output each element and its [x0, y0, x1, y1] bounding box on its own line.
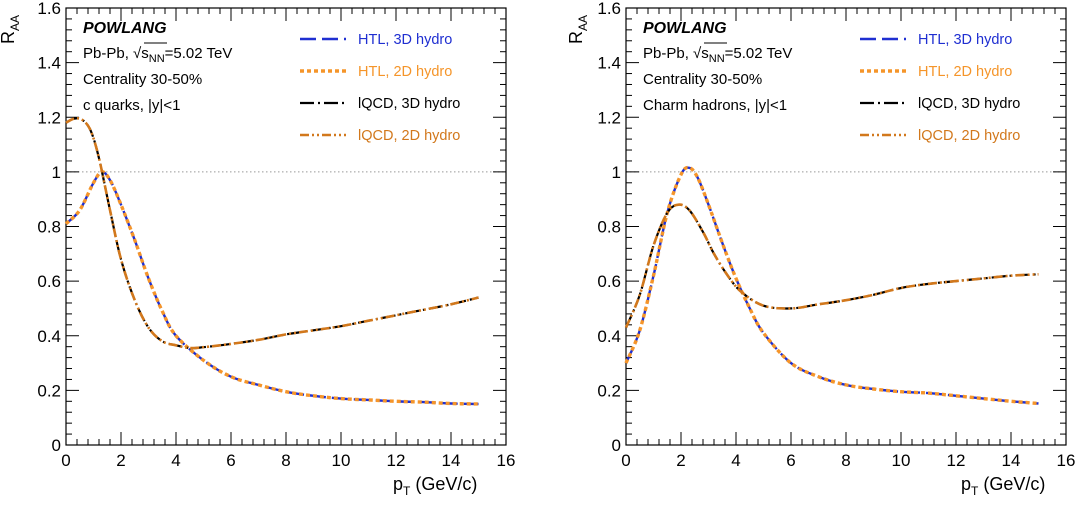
series-line-1 — [65, 170, 479, 406]
x-tick-label: 6 — [786, 451, 795, 470]
legend-label-lqcd-3d: lQCD, 3D hydro — [358, 96, 460, 112]
y-tick-label: 0.6 — [597, 272, 621, 291]
y-axis-title: RAA — [566, 15, 590, 44]
x-tick-label: 14 — [442, 451, 461, 470]
chart-panel-left: 0 2 4 6 8 10 12 14 16 0 0.2 0.4 0.6 0.8 1 1.2 1.4 1.6 RAA… — [0, 0, 515, 498]
x-tick-label: 2 — [116, 451, 125, 470]
y-axis-title: RAA — [0, 15, 22, 44]
brand-label: POWLANG — [643, 20, 727, 37]
x-tick-label: 14 — [1002, 451, 1021, 470]
legend-label-htl-3d: HTL, 3D hydro — [358, 32, 452, 48]
series-line-1 — [624, 166, 1039, 405]
y-tick-label: 1.2 — [597, 108, 621, 127]
collision-system-label: Pb-Pb, √sNN=5.02 TeV — [643, 45, 792, 65]
legend: HTL, 3D hydro HTL, 2D hydro lQCD, 3D hyd… — [300, 32, 460, 144]
y-tick-label: 1.6 — [597, 0, 621, 18]
brand-label: POWLANG — [83, 20, 167, 37]
y-tick-label: 1.2 — [37, 108, 61, 127]
y-tick-label: 0.4 — [597, 327, 621, 346]
y-tick-label: 0 — [612, 436, 621, 455]
series-line-3 — [624, 203, 1039, 329]
x-tick-label: 2 — [676, 451, 685, 470]
species-label: Charm hadrons, |y|<1 — [643, 97, 787, 114]
series-line-3 — [65, 117, 479, 350]
legend-label-lqcd-2d: lQCD, 2D hydro — [358, 128, 460, 144]
x-tick-label: 12 — [387, 451, 406, 470]
x-axis-title: pT (GeV/c) — [393, 474, 477, 498]
plot-area: 0 2 4 6 8 10 12 14 16 0 0.2 0.4 0.6 0.8 1 1.2 1.4 1.6 — [37, 0, 515, 470]
x-tick-label: 10 — [332, 451, 351, 470]
y-tick-label: 0.8 — [597, 218, 621, 237]
x-tick-label: 6 — [226, 451, 235, 470]
legend-label-htl-2d: HTL, 2D hydro — [358, 64, 452, 80]
x-tick-label: 4 — [731, 451, 740, 470]
x-axis-title: pT (GeV/c) — [961, 474, 1045, 498]
species-label: c quarks, |y|<1 — [83, 97, 180, 114]
chart-panel-right: 0 2 4 6 8 10 12 14 16 0 0.2 0.4 0.6 0.8 1 1.2 1.4 1.6 RAA… — [566, 0, 1075, 498]
y-tick-label: 0 — [52, 436, 61, 455]
y-tick-label: 1.4 — [597, 54, 621, 73]
collision-system-label: Pb-Pb, √sNN=5.02 TeV — [83, 45, 232, 65]
y-tick-label: 0.8 — [37, 218, 61, 237]
y-tick-label: 1.6 — [37, 0, 61, 18]
y-tick-label: 0.2 — [597, 381, 621, 400]
x-tick-label: 10 — [892, 451, 911, 470]
legend-label-lqcd-3d: lQCD, 3D hydro — [918, 96, 1020, 112]
y-tick-label: 0.2 — [37, 381, 61, 400]
centrality-label: Centrality 30-50% — [83, 71, 202, 88]
y-tick-label: 1 — [52, 163, 61, 182]
series-line-2 — [64, 170, 479, 406]
x-tick-label: 0 — [61, 451, 70, 470]
centrality-label: Centrality 30-50% — [643, 71, 762, 88]
x-tick-label: 16 — [1057, 451, 1076, 470]
legend-label-htl-2d: HTL, 2D hydro — [918, 64, 1012, 80]
legend-label-lqcd-2d: lQCD, 2D hydro — [918, 128, 1020, 144]
series-line-2 — [624, 165, 1039, 406]
series-line-4 — [624, 203, 1039, 329]
x-tick-label: 16 — [497, 451, 516, 470]
x-tick-label: 12 — [947, 451, 966, 470]
y-tick-label: 1 — [612, 163, 621, 182]
y-tick-label: 1.4 — [37, 54, 61, 73]
x-tick-label: 8 — [281, 451, 290, 470]
x-tick-label: 4 — [171, 451, 180, 470]
legend: HTL, 3D hydro HTL, 2D hydro lQCD, 3D hyd… — [860, 32, 1020, 144]
series-line-4 — [65, 117, 479, 350]
y-tick-label: 0.6 — [37, 272, 61, 291]
x-tick-label: 0 — [621, 451, 630, 470]
plot-area: 0 2 4 6 8 10 12 14 16 0 0.2 0.4 0.6 0.8 1 1.2 1.4 1.6 — [597, 0, 1075, 470]
y-tick-label: 0.4 — [37, 327, 61, 346]
legend-label-htl-3d: HTL, 3D hydro — [918, 32, 1012, 48]
x-tick-label: 8 — [841, 451, 850, 470]
